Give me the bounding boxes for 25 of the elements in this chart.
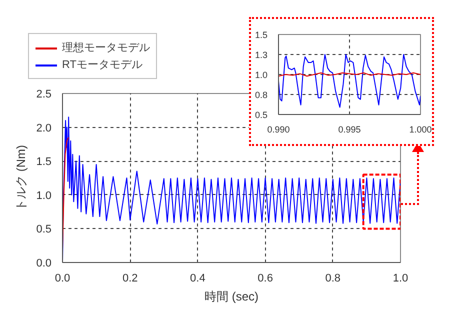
y-tick-label: 0.5	[36, 224, 52, 236]
y-tick-label: 1.0	[36, 190, 52, 202]
legend-label: RTモータモデル	[62, 58, 142, 72]
legend-label: 理想モータモデル	[62, 40, 150, 55]
y-tick-label: 2.5	[36, 88, 52, 100]
line-series	[278, 54, 420, 108]
y-tick-label: 1.5	[254, 30, 268, 40]
x-tick-label: 0.2	[122, 272, 138, 284]
y-axis-title: トルク (Nm)	[14, 144, 28, 211]
y-tick-label: 0.0	[36, 258, 52, 270]
x-tick-label: 1.000	[409, 124, 432, 134]
y-tick-label: 0.5	[254, 110, 268, 120]
x-tick-label: 0.4	[190, 272, 206, 284]
y-tick-label: 2.0	[36, 122, 52, 134]
x-tick-label: 0.995	[338, 124, 361, 134]
x-tick-label: 1.0	[392, 272, 408, 284]
x-tick-label: 0.0	[54, 272, 70, 284]
x-tick-label: 0.8	[325, 272, 341, 284]
x-tick-label: 0.990	[267, 124, 290, 134]
y-tick-label: 1.5	[36, 156, 52, 168]
x-axis-title: 時間 (sec)	[204, 290, 259, 304]
y-tick-label: 1.3	[254, 50, 268, 60]
y-tick-label: 1.0	[254, 70, 268, 80]
y-tick-label: 0.8	[254, 90, 268, 100]
x-tick-label: 0.6	[258, 272, 273, 284]
